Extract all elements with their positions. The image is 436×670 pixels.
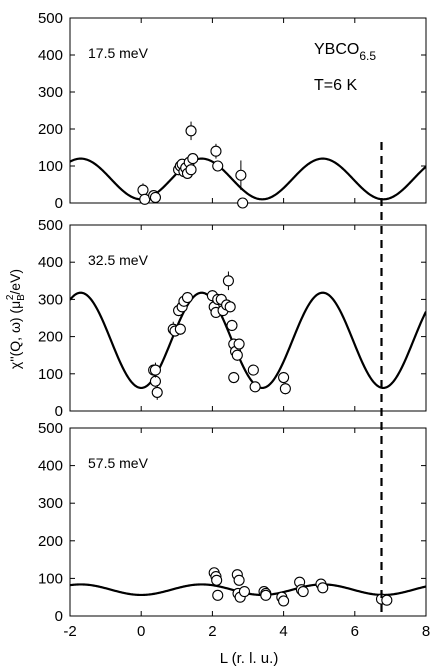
x-tick-label: 6 [351, 623, 359, 640]
data-point [297, 586, 309, 598]
temperature-label: T=6 K [314, 77, 357, 94]
data-point [185, 164, 197, 176]
data-point [149, 375, 161, 387]
y-tick-label: 300 [38, 291, 63, 308]
data-point [212, 589, 224, 601]
data-point [238, 586, 250, 598]
y-tick-label: 400 [38, 254, 63, 271]
x-tick-label: 8 [422, 623, 430, 640]
data-point [235, 169, 247, 181]
data-point [212, 160, 224, 172]
model-curve [70, 291, 426, 390]
data-point [137, 184, 149, 196]
y-tick-label: 500 [38, 217, 63, 234]
y-tick-label: 500 [38, 10, 63, 27]
data-point [317, 582, 329, 594]
panel-frame [69, 427, 427, 617]
data-point [211, 574, 223, 586]
panel-frame [69, 224, 427, 412]
y-tick-label: 500 [38, 420, 63, 437]
data-point [181, 291, 194, 304]
data-point [233, 338, 245, 350]
y-tick-label: 100 [38, 366, 63, 383]
y-tick-label: 100 [38, 570, 63, 587]
y-tick-label: 400 [38, 47, 63, 64]
data-point [233, 574, 245, 586]
data-point [226, 319, 238, 331]
y-tick-label: 400 [38, 458, 63, 475]
y-tick-label: 0 [55, 403, 63, 420]
data-point [210, 145, 222, 157]
data-point [278, 595, 290, 607]
data-point [249, 381, 261, 393]
y-tick-label: 100 [38, 158, 63, 175]
model-curve [70, 157, 426, 201]
y-tick-label: 200 [38, 121, 63, 138]
x-tick-label: 4 [279, 623, 287, 640]
data-point [149, 364, 161, 376]
data-point [247, 364, 259, 376]
x-axis-label: L (r. l. u.) [220, 650, 279, 667]
y-tick-label: 300 [38, 84, 63, 101]
x-tick-label: 2 [208, 623, 216, 640]
y-tick-label: 200 [38, 329, 63, 346]
x-tick-label: 0 [137, 623, 145, 640]
sample-label: YBCO6.5 [314, 41, 376, 63]
y-tick-label: 300 [38, 495, 63, 512]
data-point [174, 323, 186, 335]
y-tick-label: 0 [55, 608, 63, 625]
energy-label: 17.5 meV [88, 45, 149, 61]
data-point [222, 275, 234, 287]
data-point [151, 386, 163, 398]
energy-label: 32.5 meV [88, 252, 149, 268]
data-point [279, 383, 291, 395]
y-axis-label: χ''(Q, ω) (μB2/eV) [5, 269, 27, 369]
data-point [185, 125, 197, 137]
data-point [381, 594, 393, 606]
energy-label: 57.5 meV [88, 455, 149, 471]
data-point [237, 197, 249, 209]
panel-1: 0 100 200 300 400 500 17.5 meV [38, 10, 427, 212]
x-tick-label: -2 [63, 623, 76, 640]
data-point [149, 191, 161, 203]
panel-2: 0 100 200 300 400 500 32.5 meV [38, 217, 427, 420]
data-point [260, 589, 272, 601]
data-point [224, 301, 236, 313]
data-point [278, 371, 290, 384]
data-point [228, 371, 240, 384]
data-point [231, 349, 243, 361]
y-tick-label: 200 [38, 533, 63, 550]
y-tick-label: 0 [55, 195, 63, 212]
data-point [187, 153, 199, 165]
